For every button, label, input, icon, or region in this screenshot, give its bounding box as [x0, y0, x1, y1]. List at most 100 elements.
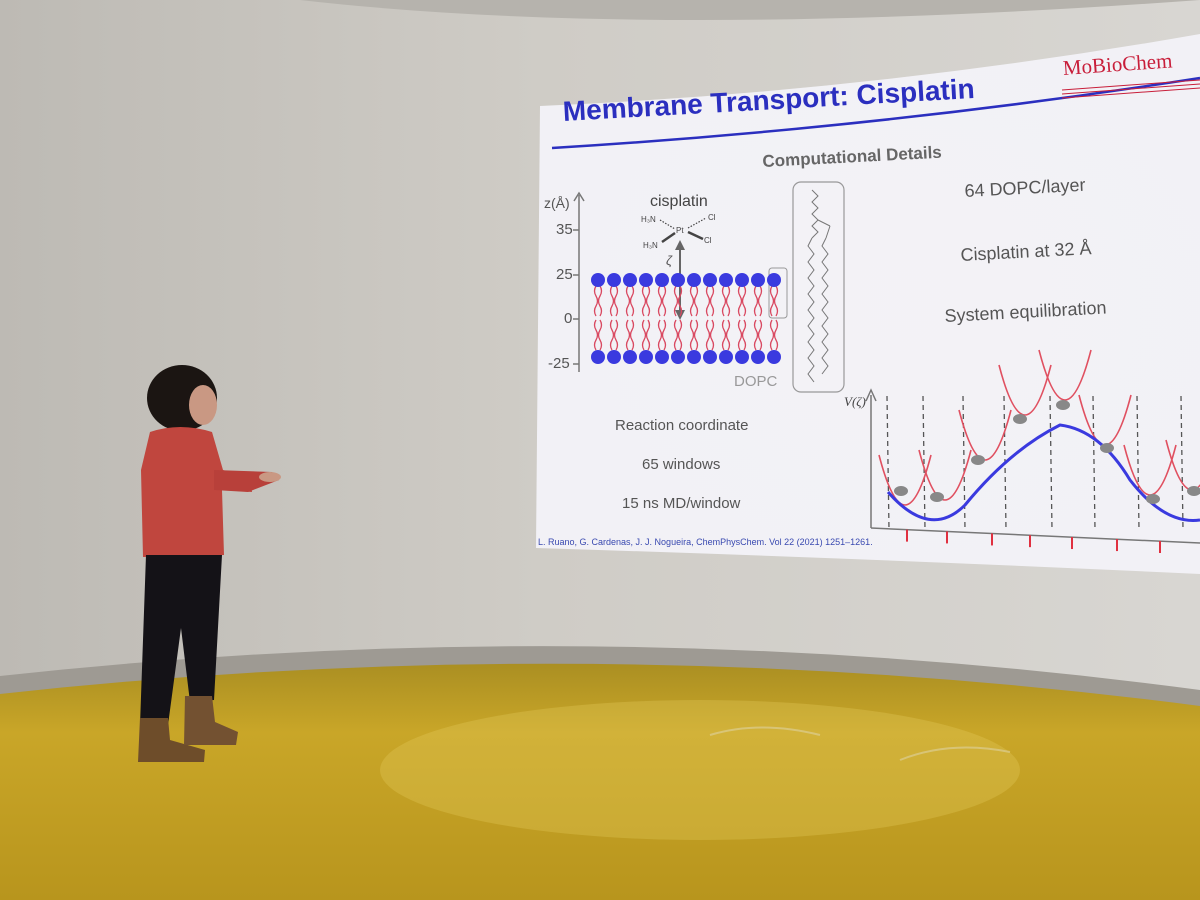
- lipid-tail: [737, 319, 743, 351]
- lipid-tail: [705, 319, 711, 351]
- lipid-tail: [677, 285, 683, 317]
- lipid-headgroup: [735, 350, 749, 364]
- lipid-tail: [753, 319, 759, 351]
- lipid-tail: [677, 319, 683, 351]
- lipid-tail: [609, 285, 615, 317]
- lipid-tail: [597, 285, 603, 317]
- z-axis-title: z(Å): [544, 195, 570, 211]
- lipid-headgroup: [703, 350, 717, 364]
- svg-text:Pt: Pt: [676, 226, 684, 235]
- window-particle: [971, 455, 985, 465]
- lipid-tail: [741, 319, 747, 351]
- presenter-trousers: [140, 555, 222, 725]
- lipid-tail: [709, 285, 715, 317]
- lipid-tail: [757, 319, 763, 351]
- lipid-headgroup: [687, 273, 701, 287]
- umbrella-parabola: [998, 364, 1052, 416]
- coordinate-note: 65 windows: [642, 456, 721, 473]
- lipid-headgroup: [719, 273, 733, 287]
- lipid-tail: [773, 319, 779, 351]
- z-axis-tick: 35: [556, 221, 573, 238]
- lipid-tail: [673, 319, 679, 351]
- lipid-tail: [689, 285, 695, 317]
- floor-scuff: [709, 726, 1011, 761]
- lipid-tail: [625, 285, 631, 317]
- window-particle: [930, 492, 944, 502]
- presenter-face: [189, 385, 217, 425]
- lipid-headgroup: [703, 273, 717, 287]
- lipid-tail: [741, 285, 747, 317]
- umbrella-parabola: [958, 409, 1012, 461]
- window-line: [886, 395, 890, 531]
- lipid-tail: [769, 319, 775, 351]
- umbrella-parabola: [1038, 349, 1092, 401]
- presenter: [138, 365, 281, 762]
- lipid-headgroup: [623, 273, 637, 287]
- lipid-tail: [725, 285, 731, 317]
- lipid-headgroup: [767, 350, 781, 364]
- lipid-tail: [661, 285, 667, 317]
- lipid-bilayer: [591, 273, 781, 364]
- lipid-tail: [661, 319, 667, 351]
- lipid-headgroup: [671, 273, 685, 287]
- lipid-tail: [657, 285, 663, 317]
- lipid-tail: [593, 285, 599, 317]
- lipid-tail: [613, 285, 619, 317]
- lipid-headgroup: [591, 350, 605, 364]
- brand-hatching: [1061, 79, 1200, 99]
- lipid-tail: [693, 285, 699, 317]
- lipid-highlight-box: [768, 267, 788, 319]
- lipid-tail: [693, 319, 699, 351]
- umbrella-parabola: [878, 454, 932, 506]
- window-line: [1136, 395, 1140, 531]
- window-line: [922, 395, 926, 531]
- svg-text:Cl: Cl: [708, 213, 716, 222]
- lipid-tail: [641, 319, 647, 351]
- lipid-headgroup: [623, 350, 637, 364]
- presenter-hand: [259, 472, 281, 482]
- lipid-tail: [629, 319, 635, 351]
- lipid-tail: [629, 285, 635, 317]
- lipid-tail: [689, 319, 695, 351]
- cisplatin-label: cisplatin: [650, 193, 708, 210]
- ceiling-edge: [300, 0, 1200, 20]
- lipid-tail: [753, 285, 759, 317]
- lipid-tail: [773, 285, 779, 317]
- lipid-headgroup: [655, 273, 669, 287]
- floor-reflection: [380, 700, 1020, 840]
- svg-text:H₃N: H₃N: [641, 215, 656, 224]
- window-particle: [1013, 414, 1027, 424]
- window-particle: [1056, 400, 1070, 410]
- lipid-tail: [769, 285, 775, 317]
- lipid-tail: [641, 285, 647, 317]
- presenter-boot-left: [138, 718, 205, 762]
- title-underline: [551, 76, 1200, 150]
- z-axis-tick: 25: [556, 266, 573, 283]
- lipid-tail: [609, 319, 615, 351]
- lipid-headgroup: [751, 350, 765, 364]
- lipid-tail: [721, 285, 727, 317]
- window-particle: [894, 486, 908, 496]
- lipid-headgroup: [655, 350, 669, 364]
- lipid-tail: [705, 285, 711, 317]
- window-particles: [894, 400, 1200, 504]
- lipid-headgroup: [735, 273, 749, 287]
- zeta-label: ζ: [666, 253, 673, 268]
- window-particle: [1100, 443, 1114, 453]
- lipid-tail: [721, 319, 727, 351]
- yellow-floor: [0, 660, 1200, 900]
- coordinate-note: 15 ns MD/window: [622, 495, 741, 512]
- window-particle: [1146, 494, 1160, 504]
- potential-axis-label: V(ζ): [844, 394, 866, 409]
- window-line: [962, 395, 966, 531]
- baseboard: [0, 646, 1200, 706]
- lipid-tail: [709, 319, 715, 351]
- lipid-tail: [673, 285, 679, 317]
- svg-text:Cl: Cl: [704, 236, 712, 245]
- coordinate-note: Reaction coordinate: [615, 417, 749, 434]
- plot-axes: [865, 388, 1200, 544]
- potential-plot: [865, 349, 1200, 554]
- lipid-headgroup: [639, 350, 653, 364]
- presenter-boot-right: [184, 696, 238, 745]
